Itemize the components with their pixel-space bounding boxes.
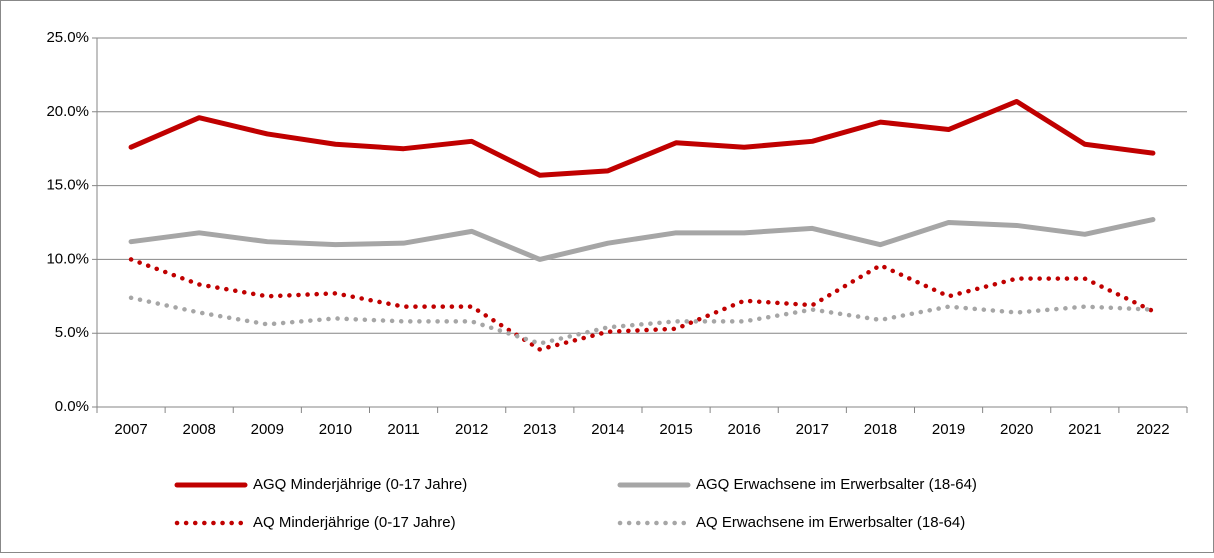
x-tick-label: 2010 [319,421,352,438]
y-tick-label: 0.0% [55,398,89,415]
y-tick-label: 15.0% [46,177,89,194]
x-tick-label: 2012 [455,421,488,438]
legend-label: AQ Minderjährige (0-17 Jahre) [253,514,456,531]
series-line [128,98,1156,178]
x-tick-label: 2007 [114,421,147,438]
y-tick-label: 20.0% [46,103,89,120]
x-tick-label: 2018 [864,421,897,438]
y-tick-label: 25.0% [46,29,89,46]
x-tick-label: 2017 [796,421,829,438]
series-line [128,295,1156,346]
x-tick-label: 2015 [659,421,692,438]
x-tick-label: 2011 [387,421,419,438]
x-tick-label: 2009 [251,421,284,438]
x-tick-label: 2019 [932,421,965,438]
x-tick-label: 2016 [728,421,761,438]
x-tick-label: 2014 [591,421,624,438]
x-tick-label: 2013 [523,421,556,438]
series-line [128,217,1156,262]
legend-label: AGQ Erwachsene im Erwerbsalter (18-64) [696,476,977,493]
legend-label: AQ Erwachsene im Erwerbsalter (18-64) [696,514,965,531]
legend-label: AGQ Minderjährige (0-17 Jahre) [253,476,467,493]
x-tick-label: 2008 [183,421,216,438]
x-tick-label: 2021 [1068,421,1101,438]
x-tick-label: 2020 [1000,421,1033,438]
x-tick-label: 2022 [1136,421,1169,438]
y-tick-label: 10.0% [46,250,89,267]
y-tick-label: 5.0% [55,324,89,341]
